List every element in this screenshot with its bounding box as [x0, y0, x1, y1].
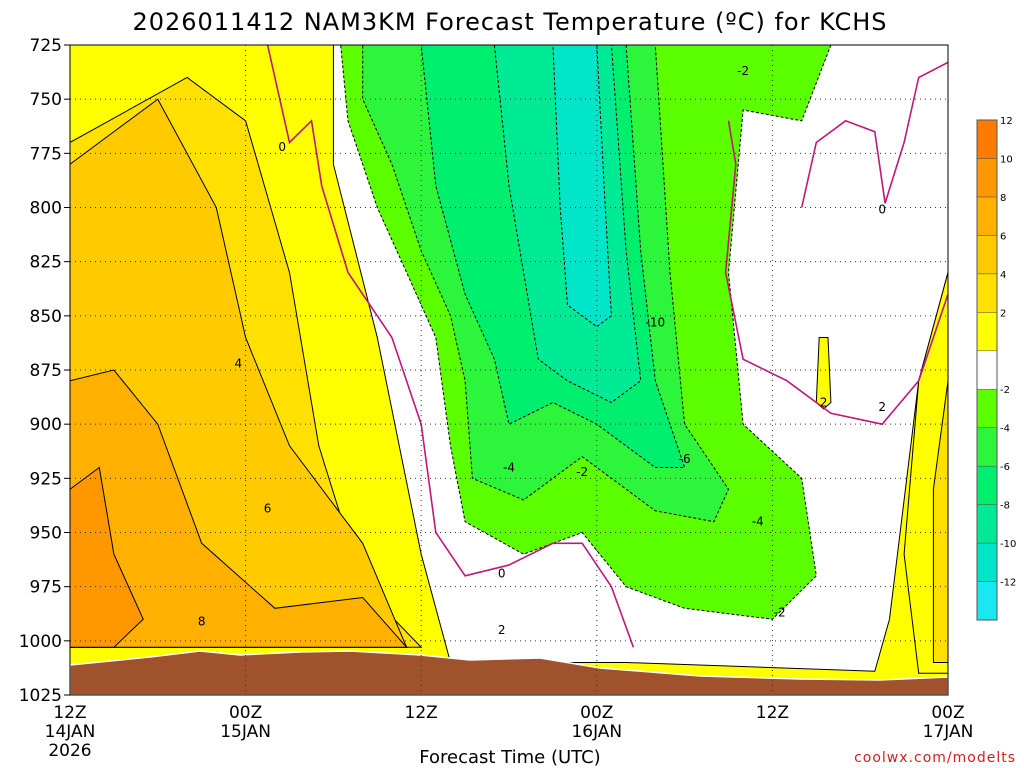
freezing-contour	[724, 120, 948, 426]
region-warm-2to4-blob	[815, 337, 832, 410]
credit-text: coolwx.com/modelts	[854, 750, 1016, 766]
y-axis: 725 750 775 800 825 850 875 900 925 950 975 1000 102…	[19, 36, 70, 706]
x-tick-label: 00Z	[580, 703, 613, 723]
colorbar: -12 -10 -8 -6 -4 -2 2 4 6 8 10 12	[976, 116, 1016, 621]
y-tick-label: 800	[30, 199, 62, 219]
colorbar-swatch	[976, 273, 998, 313]
colorbar-label: -10	[1000, 539, 1016, 550]
colorbar-label: -2	[1000, 385, 1010, 396]
colorbar-label: -4	[1000, 424, 1010, 435]
y-tick-label: 975	[30, 578, 62, 598]
colorbar-label: 12	[1000, 116, 1013, 127]
y-tick-label: 825	[30, 253, 62, 273]
x-tick-label: 00Z	[931, 703, 964, 723]
colorbar-label: -8	[1000, 501, 1010, 512]
y-tick-label: 725	[30, 36, 62, 56]
x-tick-label: 15JAN	[220, 722, 271, 742]
colorbar-label: 8	[1000, 193, 1006, 204]
colorbar-swatch	[976, 465, 998, 505]
colorbar-label: 6	[1000, 231, 1006, 242]
colorbar-label: 10	[1000, 154, 1013, 165]
contour-label: 4	[234, 357, 242, 371]
y-tick-label: 775	[30, 144, 62, 164]
colorbar-swatch	[976, 350, 998, 390]
x-tick-label: 12Z	[53, 703, 86, 723]
colorbar-swatch	[976, 427, 998, 467]
colorbar-label: 2	[1000, 308, 1006, 319]
colorbar-swatch	[976, 542, 998, 582]
terrain-ground	[70, 650, 948, 695]
x-tick-label: 16JAN	[571, 722, 622, 742]
y-tick-label: 1025	[19, 686, 62, 706]
contour-label: 0	[878, 203, 886, 217]
x-tick-label: 12Z	[756, 703, 789, 723]
colorbar-swatch	[976, 196, 998, 236]
contour-label: 2	[820, 396, 828, 410]
x-tick-label: 12Z	[405, 703, 438, 723]
contour-label: -2	[576, 465, 588, 479]
colorbar-swatch	[976, 158, 998, 198]
temperature-fill-layer	[70, 45, 948, 695]
colorbar-swatch	[976, 312, 998, 352]
region-warm-8to10	[70, 369, 408, 648]
contour-label: -4	[503, 461, 515, 475]
x-tick-label: 2026	[48, 741, 91, 761]
contour-label: 2	[498, 623, 506, 637]
y-tick-label: 950	[30, 524, 62, 544]
colorbar-label: -12	[1000, 578, 1016, 589]
x-tick-label: 14JAN	[45, 722, 96, 742]
contour-label: 6	[264, 502, 272, 516]
plot-area: 0 0 4 6 8 2 0 -4 -2 -10 -6 -4 -2 -2 2 2	[69, 44, 949, 696]
chart-title: 2026011412 NAM3KM Forecast Temperature (…	[132, 8, 887, 36]
y-tick-label: 750	[30, 90, 62, 110]
contour-label: -4	[752, 515, 764, 529]
colorbar-swatch	[976, 581, 998, 621]
contour-label: 8	[198, 614, 206, 628]
y-tick-label: 875	[30, 361, 62, 381]
region-warm-4to6-right	[932, 380, 948, 663]
freezing-contour	[800, 61, 948, 208]
y-tick-label: 850	[30, 307, 62, 327]
colorbar-swatch	[976, 119, 998, 159]
x-tick-label: 00Z	[229, 703, 262, 723]
contour-label: -2	[737, 64, 749, 78]
contour-label: 0	[498, 567, 506, 581]
contour-label: 0	[278, 140, 286, 154]
region-warm-10to12	[70, 466, 144, 648]
y-tick-label: 1000	[19, 632, 62, 652]
contour-label: 2	[878, 400, 886, 414]
y-tick-label: 925	[30, 469, 62, 489]
contour-label: -6	[679, 452, 691, 466]
colorbar-frame	[976, 119, 998, 621]
y-tick-label: 900	[30, 415, 62, 435]
colorbar-label: 4	[1000, 270, 1006, 281]
contour-label: -2	[774, 606, 786, 620]
colorbar-swatch	[976, 235, 998, 275]
freezing-contour	[266, 45, 635, 648]
contour-labels: 0 0 4 6 8 2 0 -4 -2 -10 -6 -4 -2 -2 2 2	[198, 64, 886, 637]
ground-layer	[70, 650, 948, 695]
x-axis-label: Forecast Time (UTC)	[419, 747, 600, 768]
colorbar-label: -6	[1000, 462, 1010, 473]
colorbar-swatch	[976, 504, 998, 544]
contour-label: -10	[646, 315, 666, 329]
colorbar-swatch	[976, 388, 998, 428]
x-tick-label: 17JAN	[923, 722, 974, 742]
